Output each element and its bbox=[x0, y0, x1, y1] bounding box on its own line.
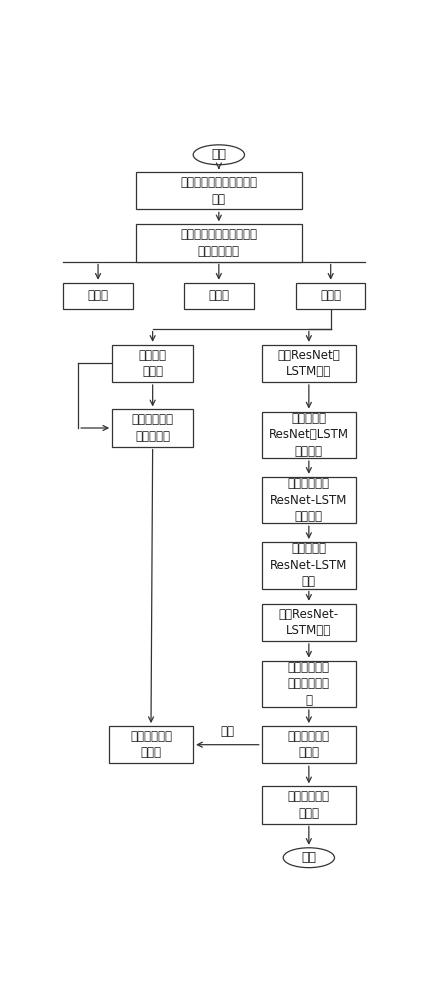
Text: 训练ResNet-
LSTM模型: 训练ResNet- LSTM模型 bbox=[278, 608, 338, 637]
Text: 获取用电量数据，并贴上
标签: 获取用电量数据，并贴上 标签 bbox=[180, 176, 257, 206]
Text: 训练测试各类
ResNet-LSTM
神经网络: 训练测试各类 ResNet-LSTM 神经网络 bbox=[270, 477, 347, 523]
Text: 训练ResNet、
LSTM模型: 训练ResNet、 LSTM模型 bbox=[277, 349, 340, 378]
Text: 最终的窃电检
测模型: 最终的窃电检 测模型 bbox=[287, 730, 329, 759]
Ellipse shape bbox=[282, 848, 334, 868]
Text: 共同形成新的
训练集: 共同形成新的 训练集 bbox=[130, 730, 172, 759]
Text: 获取多组窃电
类重构数据: 获取多组窃电 类重构数据 bbox=[131, 413, 173, 443]
FancyBboxPatch shape bbox=[112, 409, 193, 447]
Text: 确定合适的
ResNet-LSTM
结构: 确定合适的 ResNet-LSTM 结构 bbox=[270, 542, 347, 588]
Text: 挑出窃电
类样本: 挑出窃电 类样本 bbox=[138, 349, 166, 378]
FancyBboxPatch shape bbox=[184, 283, 253, 309]
FancyBboxPatch shape bbox=[136, 172, 301, 209]
FancyBboxPatch shape bbox=[295, 283, 365, 309]
Text: 完整的窃电检
测方法: 完整的窃电检 测方法 bbox=[287, 790, 329, 820]
FancyBboxPatch shape bbox=[109, 726, 193, 763]
FancyBboxPatch shape bbox=[261, 542, 355, 589]
FancyBboxPatch shape bbox=[63, 283, 132, 309]
FancyBboxPatch shape bbox=[112, 345, 193, 382]
Text: 验证集: 验证集 bbox=[208, 289, 229, 302]
Text: 开始: 开始 bbox=[211, 148, 226, 161]
Text: 结束: 结束 bbox=[301, 851, 316, 864]
Text: 将数据集分为训练集、验
证集和测试集: 将数据集分为训练集、验 证集和测试集 bbox=[180, 228, 257, 258]
FancyBboxPatch shape bbox=[136, 224, 301, 262]
FancyBboxPatch shape bbox=[261, 604, 355, 641]
Text: 训练: 训练 bbox=[220, 725, 234, 738]
FancyBboxPatch shape bbox=[261, 412, 355, 458]
Text: 训练集: 训练集 bbox=[320, 289, 340, 302]
FancyBboxPatch shape bbox=[261, 786, 355, 824]
FancyBboxPatch shape bbox=[261, 726, 355, 763]
FancyBboxPatch shape bbox=[261, 345, 355, 382]
Text: 确定合适的
ResNet、LSTM
模型结构: 确定合适的 ResNet、LSTM 模型结构 bbox=[268, 412, 348, 458]
Text: 测试集: 测试集 bbox=[87, 289, 108, 302]
Text: 确定合适的神
经网络优化方
法: 确定合适的神 经网络优化方 法 bbox=[287, 661, 329, 707]
FancyBboxPatch shape bbox=[261, 661, 355, 707]
FancyBboxPatch shape bbox=[261, 477, 355, 523]
Ellipse shape bbox=[193, 145, 244, 165]
